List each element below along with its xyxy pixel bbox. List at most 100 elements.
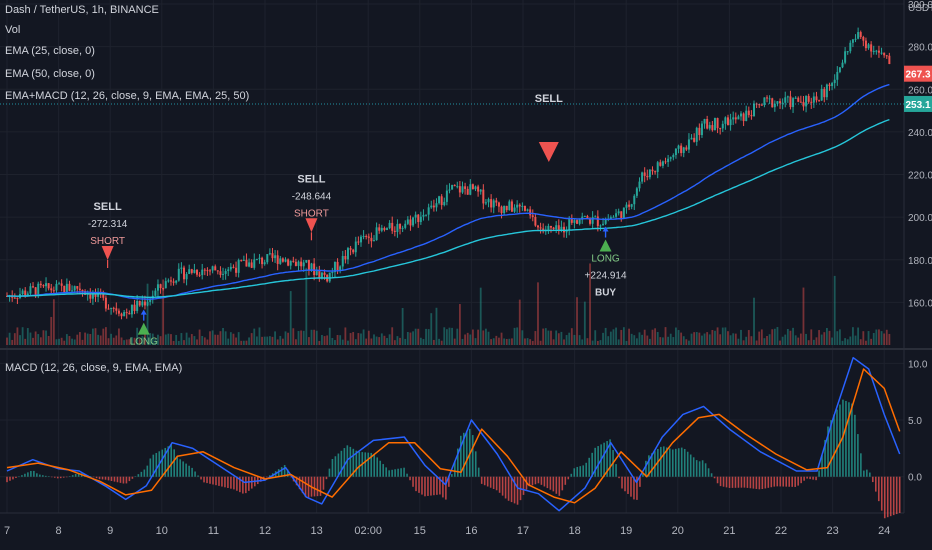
candle-body — [747, 110, 750, 116]
candle-body — [781, 102, 784, 104]
candle-body — [799, 101, 802, 103]
candle-body — [55, 283, 58, 291]
last-price-badge-bg — [904, 65, 932, 82]
volume-bar — [781, 336, 784, 345]
candle-body — [84, 291, 87, 295]
candle-body — [154, 290, 157, 296]
macd-histogram-bar — [74, 473, 77, 477]
volume-bar — [110, 333, 113, 345]
candle-body — [794, 97, 797, 99]
volume-bar — [547, 330, 550, 345]
macd-histogram-bar — [495, 476, 498, 491]
volume-bar — [651, 329, 654, 345]
macd-histogram-bar — [486, 476, 489, 487]
candle-body — [560, 226, 563, 232]
volume-bar — [810, 329, 813, 345]
macd-histogram-bar — [47, 476, 50, 477]
volume-bar — [232, 333, 235, 345]
macd-histogram-bar — [576, 466, 579, 477]
macd-line — [6, 356, 901, 512]
volume-bar — [721, 327, 724, 345]
macd-histogram-bar — [803, 476, 805, 481]
volume-bar — [216, 334, 219, 345]
candle-body — [89, 293, 92, 299]
macd-histogram-bar — [677, 448, 680, 477]
volume-bar — [341, 339, 344, 345]
candle-body — [258, 257, 261, 259]
volume-bar — [219, 331, 222, 345]
volume-bar — [706, 332, 709, 345]
volume-bar — [229, 332, 232, 345]
volume-bar — [6, 337, 8, 345]
macd-histogram-bar — [892, 476, 895, 516]
volume-bar — [690, 333, 693, 345]
macd-histogram-bar — [367, 452, 370, 477]
volume-bar — [334, 340, 336, 345]
candle-body — [818, 100, 821, 102]
macd-histogram-bar — [77, 472, 80, 477]
macd-histogram-bar — [806, 476, 808, 479]
buy-arrow-head — [602, 226, 609, 232]
candle-body — [654, 171, 657, 173]
volume-bar — [612, 329, 615, 345]
macd-histogram-bar — [573, 468, 576, 477]
vol-legend[interactable]: Vol — [5, 24, 21, 36]
volume-bar — [201, 335, 204, 345]
macd-histogram-bar — [779, 476, 782, 487]
candle-body — [815, 96, 818, 101]
strategy-legend[interactable]: EMA+MACD (12, 26, close, 9, EMA, EMA, 25… — [5, 90, 250, 102]
ema25-legend[interactable]: EMA (25, close, 0) — [5, 45, 95, 57]
candle-body — [474, 186, 477, 190]
macd-histogram-bar — [815, 476, 817, 481]
sell-marker — [305, 218, 318, 233]
volume-bar — [776, 327, 779, 345]
candle-body — [661, 161, 664, 166]
ema50-legend[interactable]: EMA (50, close, 0) — [5, 68, 95, 80]
price-tick-label: 260.0 — [908, 85, 932, 96]
candle-body — [94, 293, 97, 297]
buy-arrow-head — [140, 309, 147, 315]
macd-histogram-bar — [609, 439, 611, 477]
macd-histogram-bar — [289, 476, 292, 478]
candle-body — [313, 263, 316, 276]
macd-histogram-bar — [457, 448, 459, 477]
volume-bar — [344, 327, 347, 345]
volume-bar — [133, 337, 136, 345]
macd-histogram-bar — [788, 476, 791, 487]
volume-bar — [518, 299, 521, 345]
candle-body — [825, 84, 828, 98]
volume-bar — [50, 316, 53, 345]
macd-histogram-bar — [170, 444, 173, 477]
volume-bar — [742, 340, 745, 345]
volume-bar — [253, 328, 256, 345]
volume-bar — [55, 339, 58, 345]
macd-histogram-bar — [465, 430, 468, 477]
macd-histogram-bar — [492, 476, 495, 490]
macd-histogram-bar — [176, 456, 178, 477]
buy-marker — [599, 239, 612, 252]
volume-bar — [524, 338, 526, 345]
macd-histogram-bar — [591, 452, 593, 477]
price-tick-label: 200.0 — [908, 213, 932, 224]
volume-bar — [266, 336, 269, 345]
volume-bar — [604, 327, 607, 345]
macd-histogram-bar — [143, 469, 146, 477]
candle-body — [404, 223, 407, 228]
time-tick-label: 10 — [156, 525, 168, 537]
volume-bar — [63, 340, 66, 345]
volume-bar — [136, 327, 139, 345]
volume-bar — [607, 336, 610, 345]
candle-body — [422, 214, 425, 217]
macd-histogram-bar — [358, 451, 361, 477]
symbol-title[interactable]: Dash / TetherUS, 1h, BINANCE — [5, 4, 159, 16]
volume-bar — [302, 330, 305, 345]
macd-histogram-bar — [546, 476, 549, 489]
macd-histogram-bar — [728, 476, 731, 488]
candle-body — [432, 205, 435, 208]
macd-legend[interactable]: MACD (12, 26, close, 9, EMA, EMA) — [5, 362, 183, 374]
candle-body — [86, 293, 89, 295]
candle-body — [888, 55, 891, 65]
candle-body — [362, 235, 365, 237]
volume-bar — [854, 335, 857, 345]
